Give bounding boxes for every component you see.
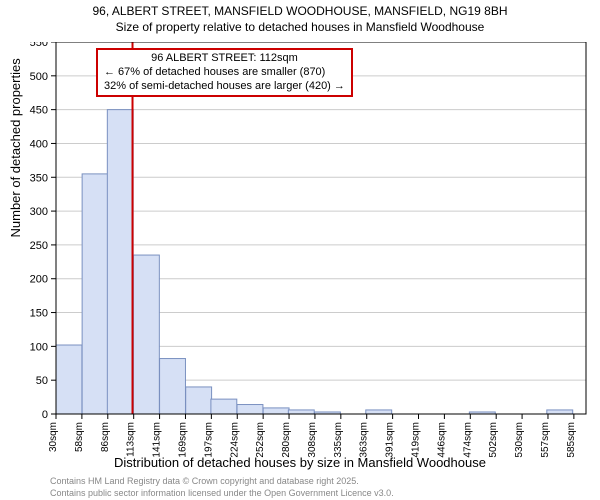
svg-text:113sqm: 113sqm: [126, 422, 137, 457]
svg-text:280sqm: 280sqm: [281, 422, 292, 458]
histogram-plot: 05010015020025030035040045050055030sqm58…: [56, 42, 586, 414]
svg-text:450: 450: [30, 105, 48, 117]
svg-text:308sqm: 308sqm: [307, 422, 318, 458]
y-axis-label: Number of detached properties: [8, 58, 23, 237]
svg-text:86sqm: 86sqm: [100, 422, 111, 452]
svg-text:0: 0: [42, 409, 48, 421]
svg-text:200: 200: [30, 274, 48, 286]
callout-box: 96 ALBERT STREET: 112sqm ← 67% of detach…: [96, 48, 353, 97]
svg-text:197sqm: 197sqm: [203, 422, 214, 458]
svg-text:502sqm: 502sqm: [488, 422, 499, 458]
svg-text:530sqm: 530sqm: [514, 422, 525, 458]
credits-line1: Contains HM Land Registry data © Crown c…: [50, 476, 590, 486]
svg-text:30sqm: 30sqm: [48, 422, 59, 452]
callout-line2: ← 67% of detached houses are smaller (87…: [104, 66, 345, 80]
histogram-svg: 0 50 100 150 200 250 300 350 400 450 500 550 30sqm 58…: [24, 42, 590, 460]
svg-text:474sqm: 474sqm: [462, 422, 473, 458]
svg-text:58sqm: 58sqm: [74, 422, 85, 452]
svg-text:350: 350: [30, 172, 48, 184]
svg-text:363sqm: 363sqm: [359, 422, 370, 458]
title-secondary: Size of property relative to detached ho…: [0, 20, 600, 34]
svg-text:446sqm: 446sqm: [436, 422, 447, 458]
svg-text:150: 150: [30, 308, 48, 320]
svg-text:250: 250: [30, 240, 48, 252]
callout-line3: 32% of semi-detached houses are larger (…: [104, 80, 345, 94]
credits-line2: Contains public sector information licen…: [50, 488, 590, 498]
svg-text:391sqm: 391sqm: [385, 422, 396, 458]
svg-text:585sqm: 585sqm: [566, 422, 577, 458]
svg-text:335sqm: 335sqm: [333, 422, 344, 458]
svg-text:100: 100: [30, 341, 48, 353]
svg-text:419sqm: 419sqm: [411, 422, 422, 458]
svg-text:550: 550: [30, 42, 48, 49]
svg-text:252sqm: 252sqm: [255, 422, 266, 458]
svg-text:224sqm: 224sqm: [229, 422, 240, 458]
svg-text:141sqm: 141sqm: [152, 422, 163, 458]
svg-text:300: 300: [30, 206, 48, 218]
callout-line1: 96 ALBERT STREET: 112sqm: [104, 52, 345, 66]
title-primary: 96, ALBERT STREET, MANSFIELD WOODHOUSE, …: [0, 4, 600, 18]
svg-text:557sqm: 557sqm: [540, 422, 551, 458]
svg-text:400: 400: [30, 138, 48, 150]
x-axis-label: Distribution of detached houses by size …: [0, 455, 600, 470]
svg-text:50: 50: [36, 375, 48, 387]
svg-text:500: 500: [30, 71, 48, 83]
svg-text:169sqm: 169sqm: [177, 422, 188, 458]
